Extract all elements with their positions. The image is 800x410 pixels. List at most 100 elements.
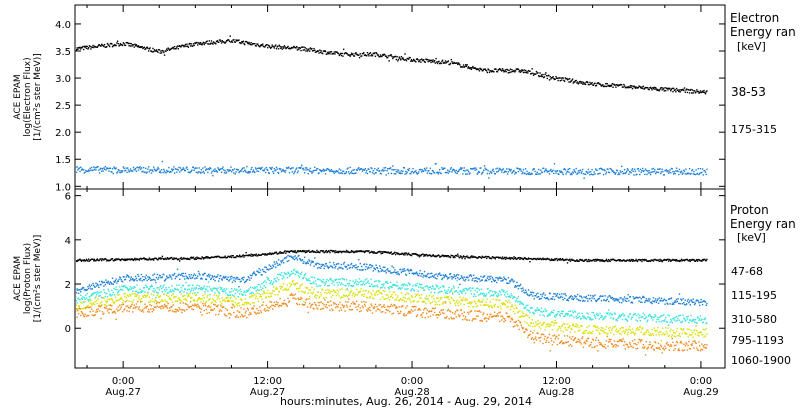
data-point bbox=[545, 168, 547, 170]
data-point bbox=[303, 300, 305, 303]
data-point bbox=[191, 287, 193, 289]
data-point bbox=[547, 75, 549, 77]
data-point bbox=[318, 251, 320, 254]
data-point bbox=[581, 171, 583, 173]
data-point bbox=[684, 299, 686, 301]
data-point bbox=[524, 258, 527, 260]
data-point bbox=[605, 85, 608, 88]
data-point bbox=[564, 293, 567, 295]
data-point bbox=[374, 285, 377, 287]
data-point bbox=[91, 46, 94, 49]
data-point bbox=[455, 275, 458, 277]
data-point bbox=[615, 319, 617, 321]
data-point bbox=[587, 81, 589, 84]
data-point bbox=[185, 281, 187, 284]
data-point bbox=[705, 259, 707, 262]
data-point bbox=[335, 291, 337, 294]
data-point bbox=[152, 258, 154, 260]
data-point bbox=[80, 301, 82, 304]
data-point bbox=[277, 48, 280, 50]
data-point bbox=[519, 301, 522, 303]
data-point bbox=[640, 316, 642, 319]
data-point bbox=[436, 285, 439, 287]
data-point bbox=[371, 265, 374, 267]
data-point bbox=[421, 287, 424, 290]
data-point bbox=[444, 62, 446, 64]
data-point bbox=[307, 250, 309, 252]
data-point bbox=[475, 279, 477, 282]
data-point bbox=[562, 299, 564, 301]
data-point bbox=[637, 297, 640, 299]
data-point bbox=[652, 167, 655, 170]
data-point bbox=[108, 283, 111, 286]
data-point bbox=[412, 301, 414, 303]
data-point bbox=[306, 48, 308, 50]
data-point bbox=[220, 42, 223, 44]
data-point bbox=[674, 258, 676, 261]
data-point bbox=[180, 169, 182, 172]
data-point bbox=[486, 256, 489, 258]
data-point bbox=[632, 259, 634, 261]
data-point bbox=[120, 278, 122, 281]
data-point bbox=[591, 168, 593, 171]
data-point bbox=[549, 314, 551, 316]
data-point bbox=[340, 250, 342, 253]
data-point bbox=[237, 39, 239, 42]
data-point bbox=[668, 258, 671, 261]
data-point bbox=[303, 276, 305, 278]
data-point bbox=[413, 59, 416, 62]
data-point bbox=[475, 295, 477, 297]
data-point bbox=[501, 258, 503, 260]
data-point bbox=[559, 171, 562, 173]
data-point bbox=[295, 257, 297, 260]
data-point bbox=[414, 296, 416, 298]
data-point bbox=[382, 54, 385, 56]
data-point bbox=[213, 170, 216, 173]
data-point bbox=[155, 257, 157, 259]
data-point bbox=[121, 302, 124, 304]
data-point bbox=[693, 260, 696, 262]
data-point bbox=[289, 48, 291, 50]
data-point bbox=[351, 285, 354, 288]
data-point bbox=[455, 62, 458, 64]
data-point bbox=[87, 170, 89, 172]
data-point bbox=[317, 50, 320, 52]
data-point bbox=[355, 293, 357, 296]
data-point bbox=[327, 279, 330, 282]
data-point bbox=[576, 260, 579, 262]
data-point bbox=[132, 259, 135, 262]
data-point bbox=[619, 170, 621, 172]
data-point bbox=[292, 279, 294, 282]
data-point bbox=[532, 169, 534, 171]
data-point bbox=[307, 262, 309, 265]
data-point bbox=[343, 53, 346, 55]
data-point bbox=[420, 253, 423, 256]
data-point bbox=[562, 259, 564, 261]
data-point bbox=[259, 167, 261, 169]
data-point bbox=[244, 40, 247, 43]
data-point bbox=[634, 260, 636, 262]
data-point bbox=[273, 47, 276, 49]
data-point bbox=[381, 55, 383, 58]
data-point bbox=[214, 168, 216, 170]
data-point bbox=[460, 168, 463, 170]
data-point bbox=[173, 274, 175, 276]
data-point bbox=[225, 292, 227, 294]
data-point bbox=[140, 46, 142, 48]
data-point bbox=[475, 68, 478, 71]
data-point bbox=[294, 284, 296, 286]
data-point bbox=[244, 170, 247, 173]
data-point bbox=[579, 299, 582, 302]
data-point bbox=[310, 251, 312, 253]
data-point bbox=[128, 45, 130, 47]
data-point bbox=[276, 46, 278, 48]
data-point bbox=[467, 66, 470, 68]
data-point bbox=[395, 299, 398, 301]
data-point bbox=[323, 251, 325, 254]
data-point bbox=[652, 300, 654, 302]
data-point bbox=[702, 300, 705, 303]
data-point bbox=[544, 294, 546, 296]
data-point bbox=[444, 171, 447, 174]
data-point bbox=[548, 313, 551, 315]
data-point bbox=[550, 311, 553, 313]
